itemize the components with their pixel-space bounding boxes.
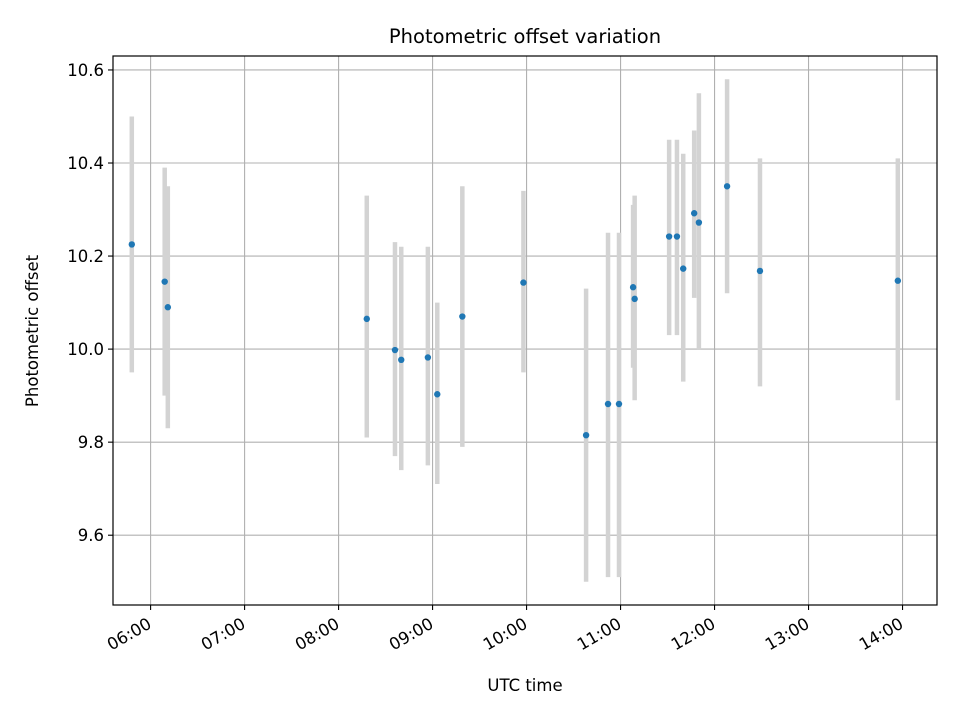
data-point	[673, 233, 681, 240]
data-point	[459, 313, 466, 320]
chart-title: Photometric offset variation	[389, 25, 661, 48]
x-axis-label: UTC time	[487, 676, 562, 695]
data-point	[582, 431, 590, 439]
data-point	[128, 241, 135, 248]
data-point	[756, 267, 764, 275]
data-point	[604, 400, 612, 408]
data-points	[128, 183, 902, 439]
data-point	[434, 391, 441, 398]
data-point	[424, 354, 432, 361]
data-point	[363, 315, 370, 323]
data-point	[164, 304, 172, 311]
data-point	[690, 210, 698, 217]
data-point	[695, 219, 703, 226]
y-tick-label: 10.6	[67, 61, 104, 80]
data-point	[520, 279, 527, 286]
y-tick-label: 9.6	[78, 526, 104, 545]
y-axis-label: Photometric offset	[23, 254, 42, 407]
y-tick-label: 10.0	[67, 340, 104, 359]
y-tick-label: 10.2	[67, 247, 104, 266]
data-point	[723, 183, 731, 190]
plot-frame	[112, 55, 938, 606]
y-tick-label: 10.4	[67, 154, 104, 173]
y-axis: 9.6 9.8 10.0 10.2 10.4 10.6	[67, 61, 113, 545]
data-point	[391, 346, 399, 354]
y-tick-label: 9.8	[78, 433, 104, 452]
data-point	[665, 233, 673, 240]
data-point	[629, 284, 637, 291]
data-point	[398, 356, 405, 364]
data-point	[680, 265, 687, 272]
data-point	[631, 295, 638, 303]
data-point	[894, 277, 902, 284]
data-point	[615, 400, 623, 408]
data-point	[161, 278, 168, 285]
